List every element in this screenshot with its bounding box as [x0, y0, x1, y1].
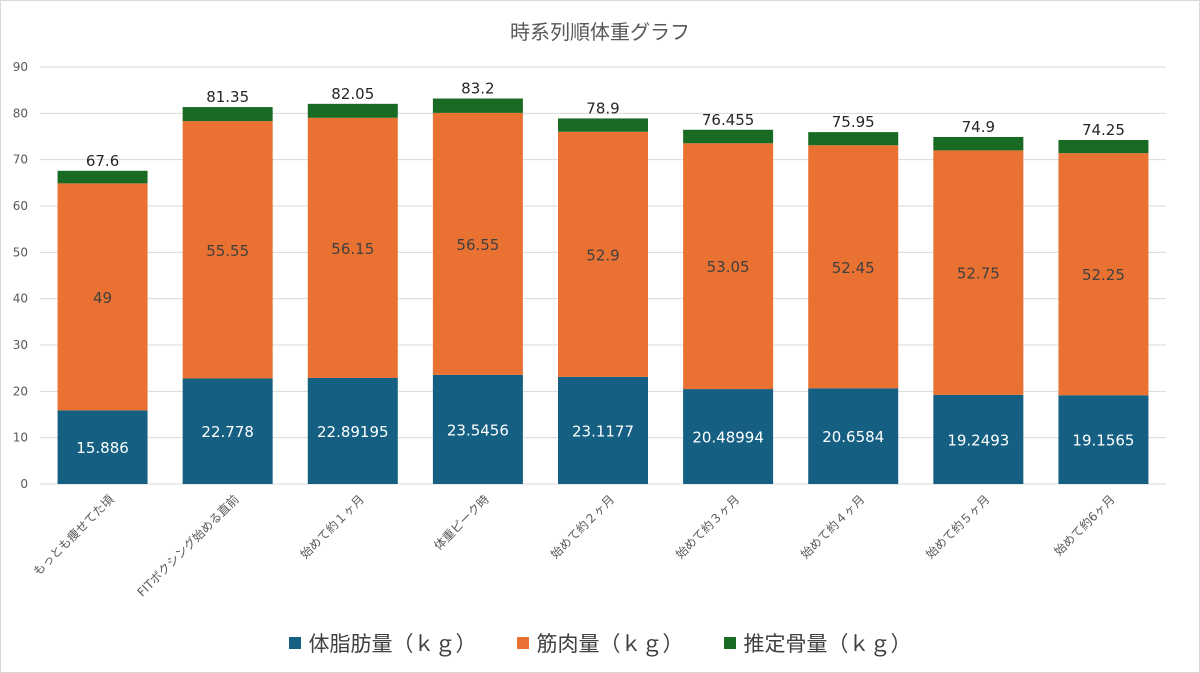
total-label: 81.35	[206, 88, 249, 106]
legend: 体脂肪量（ｋｇ） 筋肉量（ｋｇ） 推定骨量（ｋｇ）	[0, 628, 1200, 658]
bar-segment-bone	[808, 132, 899, 146]
bar-segment-fat	[683, 389, 774, 484]
y-tick-label: 80	[13, 106, 28, 120]
bar-segment-muscle	[558, 131, 648, 377]
data-label: 52.9	[586, 246, 619, 264]
total-label: 76.455	[702, 111, 755, 129]
data-label: 52.45	[832, 259, 875, 277]
bar-segment-fat	[432, 374, 523, 484]
legend-swatch-muscle	[516, 637, 529, 649]
data-label: 53.05	[707, 258, 750, 276]
bar-segment-bone	[1058, 139, 1149, 154]
total-label: 82.05	[331, 85, 374, 103]
data-label: 22.778	[201, 423, 254, 441]
bar-segment-fat	[808, 388, 899, 484]
y-tick-label: 60	[13, 199, 28, 213]
total-label: 83.2	[461, 80, 494, 98]
legend-swatch-bone	[723, 637, 736, 649]
bar-segment-bone	[57, 170, 148, 184]
data-label: 23.1177	[572, 422, 634, 440]
bar-segment-muscle	[57, 183, 148, 411]
data-label: 19.1565	[1072, 432, 1134, 450]
data-label: 23.5456	[447, 421, 509, 439]
bar-segment-fat	[558, 376, 648, 484]
total-label: 78.9	[586, 99, 619, 117]
x-tick-label: 始めて約４ヶ月	[797, 492, 867, 562]
bar-segment-muscle	[307, 117, 398, 378]
legend-item-muscle: 筋肉量（ｋｇ）	[516, 628, 684, 658]
x-tick-label: FITボクシング始める直前	[134, 492, 242, 600]
x-tick-label: もっとも痩せてた頃	[30, 492, 117, 579]
bar-segment-fat	[933, 394, 1024, 484]
bar-segment-muscle	[182, 121, 273, 379]
y-tick-label: 90	[13, 60, 28, 74]
bar-segment-fat	[1058, 395, 1149, 484]
x-tick-label: 始めて約２ヶ月	[547, 492, 617, 562]
chart-title: 時系列順体重グラフ	[510, 20, 690, 44]
data-label: 20.48994	[692, 429, 764, 447]
data-label: 19.2493	[947, 431, 1009, 449]
y-tick-label: 50	[13, 245, 28, 259]
y-tick-label: 20	[13, 384, 28, 398]
legend-label-fat: 体脂肪量（ｋｇ）	[308, 632, 477, 656]
x-tick-label: 始めて約３ヶ月	[672, 492, 742, 562]
bar-segment-fat	[57, 410, 148, 484]
data-label: 20.6584	[822, 428, 884, 446]
bar-segment-muscle	[1058, 153, 1149, 396]
total-label: 75.95	[832, 113, 875, 131]
x-tick-label: 体重ピーク時	[431, 492, 492, 553]
bar-segment-bone	[933, 136, 1024, 151]
legend-item-fat: 体脂肪量（ｋｇ）	[288, 628, 477, 658]
x-tick-label: 始めて約6ヶ月	[1051, 492, 1118, 559]
bar-segment-bone	[182, 107, 273, 122]
legend-swatch-fat	[288, 637, 301, 649]
bar-segment-bone	[558, 118, 648, 132]
bar-segment-fat	[307, 377, 398, 484]
data-label: 52.25	[1082, 266, 1125, 284]
y-tick-label: 0	[20, 477, 28, 491]
x-tick-label: 始めて約５ヶ月	[922, 492, 992, 562]
y-tick-label: 40	[13, 292, 28, 306]
bar-segment-bone	[683, 129, 774, 144]
bar-segment-muscle	[933, 150, 1024, 395]
y-tick-label: 70	[13, 153, 28, 167]
data-label: 49	[93, 289, 112, 307]
bar-segment-muscle	[432, 112, 523, 375]
legend-label-bone: 推定骨量（ｋｇ）	[743, 632, 912, 656]
x-tick-label: 始めて約１ヶ月	[297, 492, 367, 562]
total-label: 67.6	[86, 152, 119, 170]
total-label: 74.9	[962, 118, 995, 136]
bar-segment-muscle	[683, 143, 774, 390]
data-label: 55.55	[206, 242, 249, 260]
data-label: 56.55	[456, 236, 499, 254]
y-tick-label: 10	[13, 431, 28, 445]
y-tick-label: 30	[13, 338, 28, 352]
data-label: 52.75	[957, 265, 1000, 283]
legend-item-bone: 推定骨量（ｋｇ）	[723, 628, 912, 658]
total-label: 74.25	[1082, 121, 1125, 139]
bar-segment-fat	[182, 378, 273, 484]
legend-label-muscle: 筋肉量（ｋｇ）	[536, 632, 684, 656]
bar-segment-muscle	[808, 145, 899, 389]
data-label: 56.15	[331, 240, 374, 258]
data-label: 15.886	[76, 439, 129, 457]
bar-segment-bone	[432, 98, 523, 113]
data-label: 22.89195	[317, 423, 389, 441]
bar-segment-bone	[307, 103, 398, 118]
